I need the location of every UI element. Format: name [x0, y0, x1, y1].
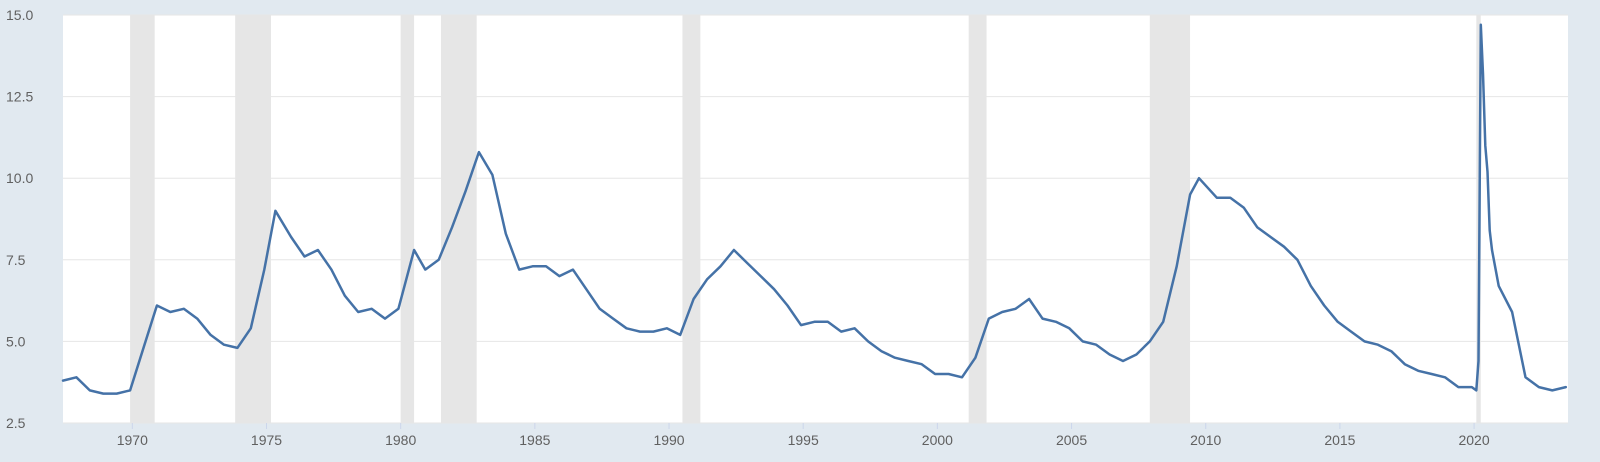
y-tick-label: 7.5 — [6, 252, 26, 268]
x-tick-label: 1995 — [788, 432, 819, 448]
x-tick-label: 1970 — [117, 432, 148, 448]
y-tick-label: 10.0 — [6, 170, 33, 186]
y-tick-label: 12.5 — [6, 89, 33, 105]
y-tick-label: 15.0 — [6, 7, 33, 23]
x-tick-label: 1990 — [653, 432, 684, 448]
series-line — [61, 23, 1568, 395]
x-tick-label: 1980 — [385, 432, 416, 448]
series-line-layer — [61, 23, 1568, 395]
y-axis-tick-labels: 2.5 5.0 7.5 10.0 12.5 15.0 — [6, 7, 33, 431]
x-tick-label: 1975 — [251, 432, 282, 448]
x-tick-label: 1985 — [519, 432, 550, 448]
x-axis-tick-labels: 1970 1975 1980 1985 1990 1995 2000 2005 2010 2015… — [117, 423, 1490, 448]
x-tick-label: 2010 — [1190, 432, 1221, 448]
recession-band — [130, 15, 155, 423]
recession-band — [235, 15, 271, 423]
x-tick-label: 2020 — [1458, 432, 1489, 448]
x-tick-label: 2015 — [1324, 432, 1355, 448]
x-tick-label: 2005 — [1056, 432, 1087, 448]
recession-band — [1149, 15, 1191, 423]
y-tick-label: 5.0 — [6, 333, 26, 349]
recession-band — [400, 15, 415, 423]
recession-band — [682, 15, 701, 423]
recession-band — [968, 15, 987, 423]
recession-bands — [130, 15, 1481, 423]
y-tick-label: 2.5 — [6, 415, 26, 431]
recession-band — [440, 15, 477, 423]
x-tick-label: 2000 — [922, 432, 953, 448]
plot-area — [63, 15, 1568, 423]
horizontal-gridlines — [63, 14, 1568, 424]
